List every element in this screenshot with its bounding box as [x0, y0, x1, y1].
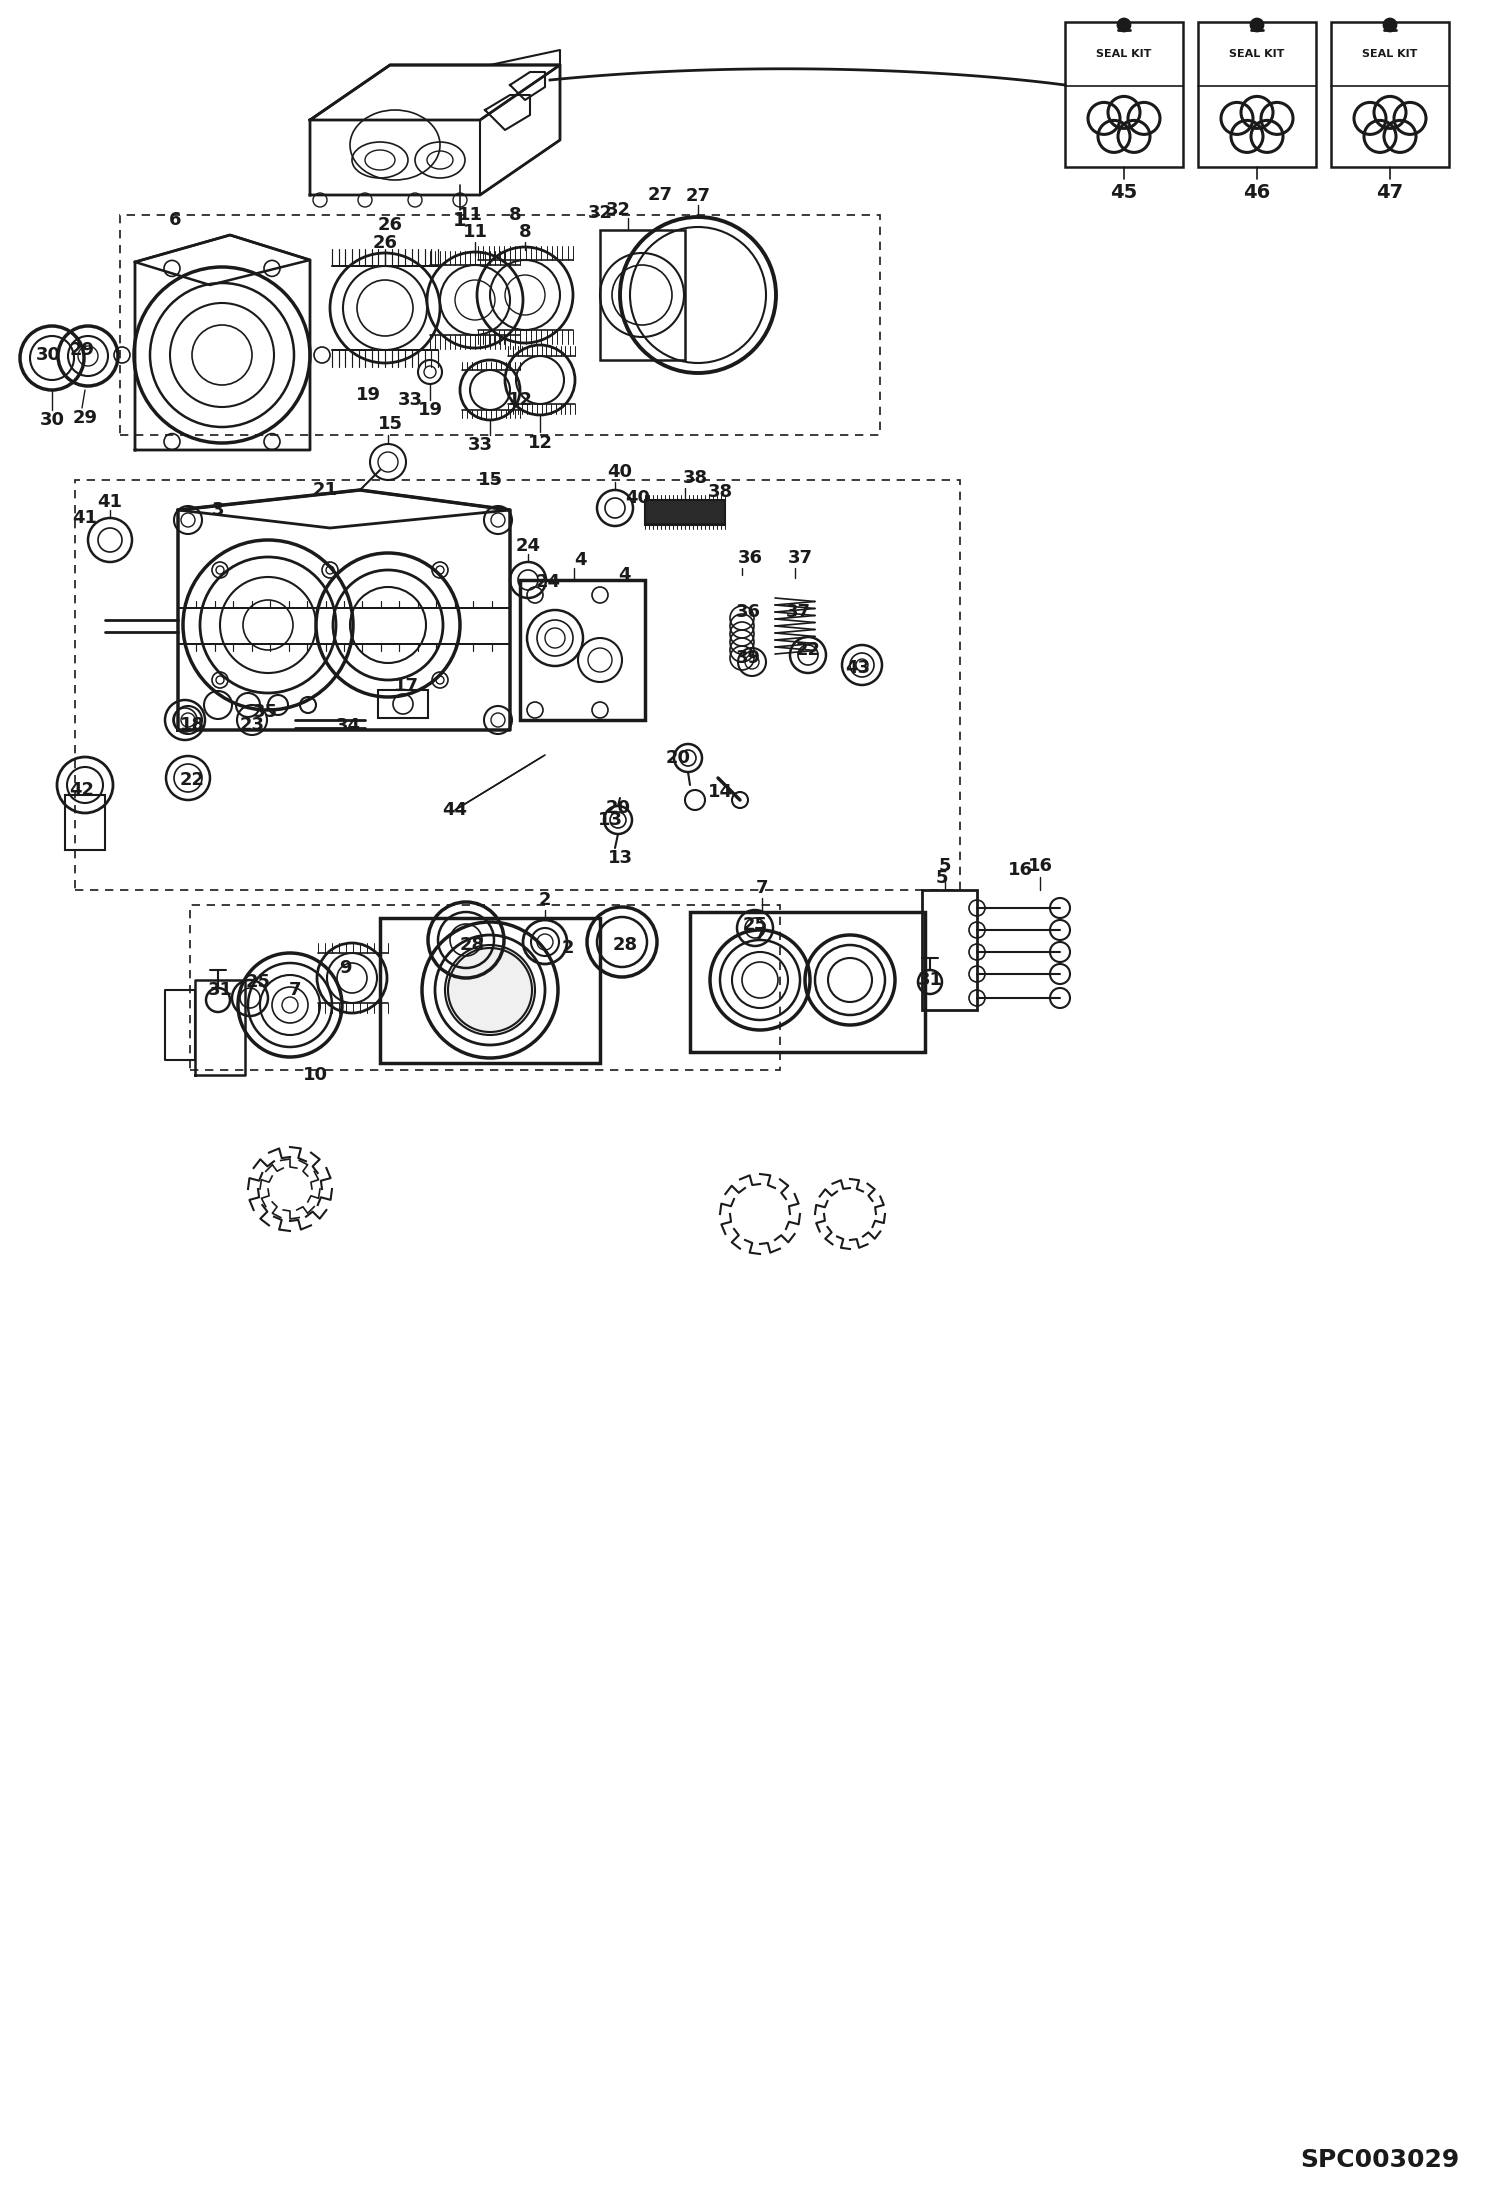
Circle shape — [445, 946, 535, 1036]
Bar — [520, 579, 646, 720]
Text: 18: 18 — [180, 715, 205, 735]
Text: 11: 11 — [463, 224, 487, 241]
Text: 14: 14 — [707, 783, 733, 801]
Bar — [377, 689, 428, 717]
Text: 30: 30 — [39, 410, 64, 430]
Text: 27: 27 — [686, 186, 710, 204]
Text: 29: 29 — [69, 340, 94, 360]
Text: 6: 6 — [169, 211, 181, 228]
Text: 4: 4 — [574, 551, 586, 568]
Text: 5: 5 — [936, 869, 948, 886]
Text: 15: 15 — [478, 472, 502, 489]
Circle shape — [1384, 20, 1396, 31]
Text: 39: 39 — [736, 649, 761, 667]
Text: 27: 27 — [647, 186, 673, 204]
Text: 34: 34 — [336, 717, 361, 735]
Bar — [1332, 22, 1449, 167]
Text: 36: 36 — [737, 548, 762, 566]
Text: 28: 28 — [613, 937, 638, 954]
Text: 35: 35 — [253, 702, 277, 722]
Text: 32: 32 — [605, 202, 631, 219]
Text: 2: 2 — [562, 939, 574, 957]
Text: 19: 19 — [418, 402, 442, 419]
Text: 1: 1 — [454, 211, 467, 230]
Text: 31: 31 — [917, 972, 942, 989]
Text: 41: 41 — [97, 494, 123, 511]
Circle shape — [1118, 20, 1129, 31]
Text: SEAL KIT: SEAL KIT — [1097, 48, 1152, 59]
Bar — [691, 913, 924, 1051]
Text: 38: 38 — [683, 470, 707, 487]
Text: 15: 15 — [377, 415, 403, 432]
Text: 23: 23 — [240, 715, 265, 735]
Text: 22: 22 — [795, 641, 821, 658]
Text: 30: 30 — [36, 347, 60, 364]
Text: 36: 36 — [736, 603, 761, 621]
Bar — [921, 891, 977, 1009]
Text: 13: 13 — [608, 849, 632, 867]
Text: 7: 7 — [756, 880, 768, 897]
Text: 38: 38 — [707, 483, 733, 500]
Text: 11: 11 — [457, 206, 482, 224]
Text: 26: 26 — [377, 215, 403, 235]
Text: 29: 29 — [72, 408, 97, 428]
Text: 16: 16 — [1008, 860, 1032, 880]
Text: 8: 8 — [509, 206, 521, 224]
Text: 44: 44 — [442, 801, 467, 818]
Text: 33: 33 — [397, 391, 422, 408]
Bar — [120, 215, 879, 434]
Text: 37: 37 — [788, 548, 812, 566]
Text: 16: 16 — [1028, 858, 1053, 875]
Bar — [64, 794, 105, 849]
Text: 7: 7 — [753, 926, 767, 943]
Text: 22: 22 — [180, 770, 205, 790]
Text: 9: 9 — [339, 959, 351, 976]
Text: 2: 2 — [539, 891, 551, 908]
Text: 12: 12 — [527, 434, 553, 452]
Text: 7: 7 — [289, 981, 301, 998]
Text: SPC003029: SPC003029 — [1300, 2148, 1459, 2172]
Text: SEAL KIT: SEAL KIT — [1362, 48, 1417, 59]
Text: 33: 33 — [467, 437, 493, 454]
Text: 12: 12 — [508, 391, 532, 408]
Text: 13: 13 — [598, 812, 623, 829]
Text: 28: 28 — [460, 937, 484, 954]
Text: 17: 17 — [394, 678, 418, 695]
Text: 46: 46 — [1243, 182, 1270, 202]
Text: 19: 19 — [355, 386, 380, 404]
Text: 31: 31 — [208, 981, 232, 998]
Text: 43: 43 — [845, 658, 870, 678]
Text: 3: 3 — [211, 500, 225, 520]
Text: 4: 4 — [617, 566, 631, 584]
Text: 40: 40 — [608, 463, 632, 480]
Bar — [1065, 22, 1183, 167]
Text: 42: 42 — [69, 781, 94, 799]
Text: 37: 37 — [785, 603, 810, 621]
Bar — [646, 500, 725, 524]
Text: 5: 5 — [939, 858, 951, 875]
Text: 20: 20 — [605, 799, 631, 816]
Text: 20: 20 — [665, 748, 691, 768]
Text: 24: 24 — [515, 538, 541, 555]
Bar — [1198, 22, 1317, 167]
Text: 21: 21 — [313, 480, 337, 498]
Text: 25: 25 — [246, 972, 271, 992]
Text: 45: 45 — [1110, 182, 1137, 202]
Text: 8: 8 — [518, 224, 532, 241]
Text: 25: 25 — [743, 917, 767, 935]
Text: SEAL KIT: SEAL KIT — [1230, 48, 1285, 59]
Bar — [601, 230, 685, 360]
Text: 40: 40 — [626, 489, 650, 507]
Text: 10: 10 — [303, 1066, 328, 1084]
Text: 41: 41 — [72, 509, 97, 527]
Text: 26: 26 — [373, 235, 397, 252]
Bar — [75, 480, 960, 891]
Bar — [190, 904, 780, 1071]
Text: 32: 32 — [587, 204, 613, 222]
Bar — [380, 917, 601, 1064]
Text: 24: 24 — [535, 573, 560, 590]
Circle shape — [1251, 20, 1263, 31]
Text: 47: 47 — [1377, 182, 1404, 202]
